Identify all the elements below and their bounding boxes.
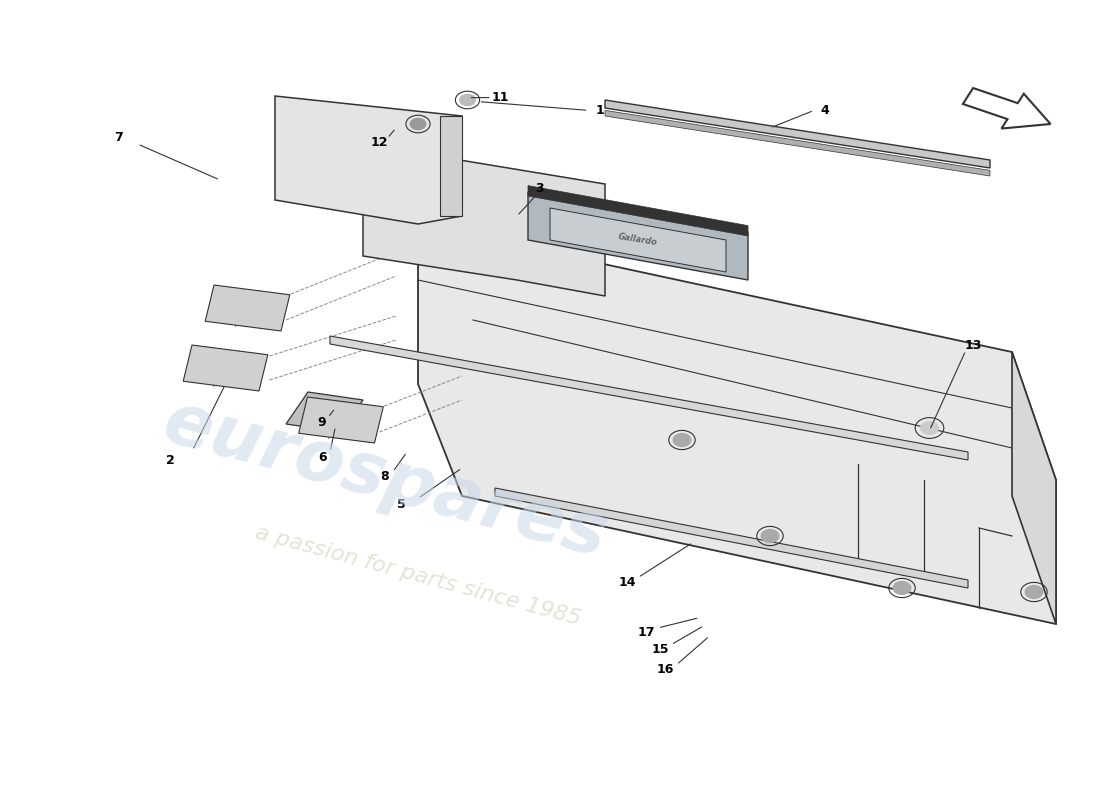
Text: 15: 15 — [651, 643, 669, 656]
Polygon shape — [605, 100, 990, 168]
Polygon shape — [528, 186, 748, 236]
Text: 3: 3 — [535, 182, 543, 194]
FancyArrow shape — [962, 88, 1050, 129]
Text: 2: 2 — [166, 454, 175, 466]
Text: 11: 11 — [492, 91, 509, 104]
Bar — [184, 345, 267, 391]
Text: Gallardo: Gallardo — [618, 233, 658, 247]
Circle shape — [893, 582, 911, 594]
Text: eurospares: eurospares — [155, 387, 615, 573]
Text: a passion for parts since 1985: a passion for parts since 1985 — [253, 523, 583, 629]
Polygon shape — [1012, 352, 1056, 624]
Polygon shape — [418, 224, 1056, 624]
Text: 5: 5 — [397, 498, 406, 510]
Circle shape — [921, 422, 938, 434]
Text: 1: 1 — [595, 104, 604, 117]
Circle shape — [460, 94, 475, 106]
Bar — [206, 285, 289, 331]
Text: 9: 9 — [317, 416, 326, 429]
Circle shape — [410, 118, 426, 130]
Polygon shape — [528, 192, 748, 280]
Polygon shape — [495, 488, 968, 588]
Polygon shape — [286, 392, 363, 432]
Text: 7: 7 — [114, 131, 123, 144]
Polygon shape — [275, 96, 462, 224]
Circle shape — [1025, 586, 1043, 598]
Text: 13: 13 — [965, 339, 982, 352]
Polygon shape — [550, 208, 726, 272]
Polygon shape — [605, 110, 990, 176]
Polygon shape — [363, 144, 605, 296]
Text: 6: 6 — [318, 451, 327, 464]
Text: 14: 14 — [618, 576, 636, 589]
Circle shape — [673, 434, 691, 446]
Text: 17: 17 — [638, 626, 656, 638]
Bar — [299, 397, 383, 443]
Text: 4: 4 — [821, 104, 829, 117]
Circle shape — [761, 530, 779, 542]
Text: 16: 16 — [657, 663, 674, 676]
Text: 12: 12 — [371, 136, 388, 149]
Polygon shape — [440, 116, 462, 216]
Text: 8: 8 — [381, 470, 389, 482]
Polygon shape — [330, 336, 968, 460]
